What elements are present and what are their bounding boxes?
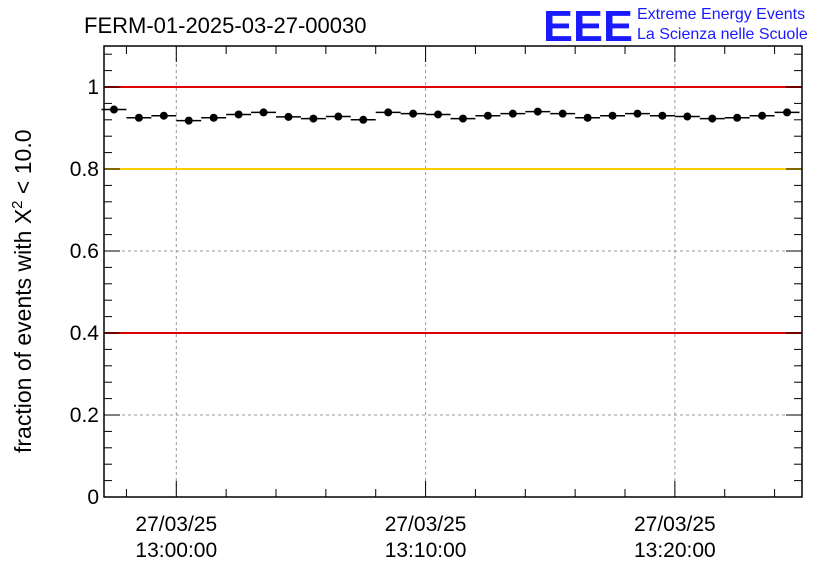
- data-series: [101, 105, 800, 125]
- plot-border: [103, 45, 803, 498]
- grid: [104, 46, 802, 497]
- y-tick-label: 1: [87, 76, 99, 99]
- data-point: [259, 108, 268, 117]
- data-point: [483, 111, 492, 120]
- data-point: [533, 107, 542, 116]
- data-point: [708, 114, 717, 123]
- data-point: [558, 109, 567, 118]
- data-point: [134, 113, 143, 122]
- data-point: [733, 113, 742, 122]
- x-tick-time-label: 13:10:00: [385, 539, 467, 562]
- data-point: [184, 116, 193, 125]
- data-point: [658, 111, 667, 120]
- logo-mark: EEE: [543, 2, 633, 51]
- y-tick-label: 0.2: [70, 404, 99, 427]
- x-tick-time-label: 13:20:00: [634, 539, 716, 562]
- y-axis-title: fraction of events with X2 < 10.0: [9, 129, 36, 453]
- logo-line-1: Extreme Energy Events: [637, 6, 805, 23]
- data-point: [758, 111, 767, 120]
- data-point: [109, 105, 118, 114]
- plot-frame: [103, 45, 803, 498]
- y-axis: 0 0.2 0.4 0.6 0.8 1: [70, 53, 802, 509]
- y-tick-label: 0.4: [70, 322, 100, 345]
- data-point: [234, 110, 243, 119]
- data-point: [458, 114, 467, 123]
- y-tick-label: 0.8: [70, 158, 99, 181]
- data-point: [284, 112, 293, 121]
- x-tick-date-label: 27/03/25: [385, 513, 467, 536]
- data-point: [508, 109, 517, 118]
- x-tick-date-label: 27/03/25: [135, 513, 217, 536]
- data-point: [334, 112, 343, 121]
- x-tick-time-label: 13:00:00: [135, 539, 217, 562]
- data-point: [434, 110, 443, 119]
- y-tick-label: 0.6: [70, 240, 99, 263]
- data-point: [633, 109, 642, 118]
- data-point: [309, 114, 318, 123]
- data-point: [359, 115, 368, 124]
- data-point: [209, 113, 218, 122]
- data-point: [683, 112, 692, 121]
- eee-logo: EEE Extreme Energy Events La Scienza nel…: [543, 2, 808, 51]
- data-point: [384, 108, 393, 117]
- x-tick-date-label: 27/03/25: [634, 513, 716, 536]
- y-tick-label: 0: [87, 486, 99, 509]
- data-point: [583, 113, 592, 122]
- x-axis: 27/03/25 13:00:00 27/03/25 13:10:00 27/03/25…: [125, 46, 776, 562]
- reference-lines: [104, 86, 802, 334]
- data-point: [608, 111, 617, 120]
- logo-line-2: La Scienza nelle Scuole: [637, 26, 808, 43]
- data-point: [159, 111, 168, 120]
- data-point: [409, 109, 418, 118]
- data-point: [783, 108, 792, 117]
- chart-title: FERM-01-2025-03-27-00030: [84, 13, 367, 38]
